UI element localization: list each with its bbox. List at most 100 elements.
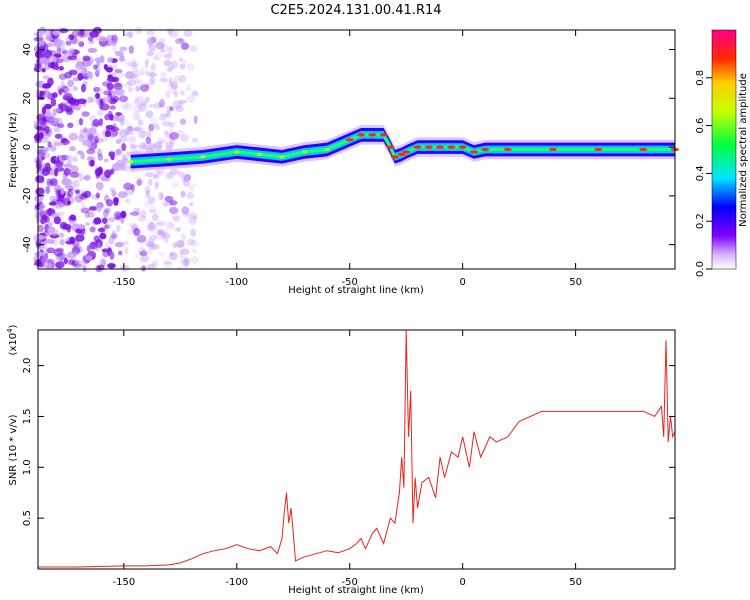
noise-speck	[36, 113, 46, 122]
noise-speck	[179, 38, 184, 43]
snr-y-scale-close: )	[8, 324, 19, 328]
noise-speck	[168, 252, 178, 261]
noise-speck	[45, 186, 50, 194]
noise-speck	[114, 88, 125, 96]
ridge-peak	[234, 150, 240, 154]
noise-speck	[116, 159, 125, 167]
noise-speck	[102, 135, 109, 142]
noise-speck	[150, 243, 160, 250]
noise-speck	[58, 73, 67, 80]
noise-speck	[85, 255, 93, 261]
noise-speck	[80, 207, 91, 214]
noise-speck	[187, 182, 198, 188]
noise-speck	[72, 77, 83, 82]
noise-speck	[118, 73, 125, 79]
noise-speck	[145, 240, 155, 248]
ridge-peak	[368, 133, 377, 137]
noise-speck	[120, 210, 127, 219]
noise-speck	[69, 236, 76, 244]
ridge-peak	[402, 150, 411, 154]
noise-speck	[45, 112, 55, 122]
noise-speck	[140, 247, 147, 254]
y-tick-label: 40	[22, 43, 33, 56]
noise-speck	[139, 84, 150, 92]
noise-speck	[106, 76, 117, 83]
noise-speck	[174, 105, 184, 113]
noise-speck	[128, 61, 138, 68]
noise-speck	[166, 91, 172, 98]
noise-speck	[68, 259, 76, 266]
noise-speck	[108, 236, 115, 245]
noise-speck	[155, 51, 163, 59]
noise-speck	[183, 29, 193, 37]
noise-speck	[45, 129, 53, 137]
noise-speck	[104, 241, 111, 249]
noise-speck	[39, 204, 45, 211]
noise-speck	[120, 53, 125, 62]
noise-speck	[137, 119, 144, 126]
noise-speck	[183, 259, 189, 266]
noise-speck	[115, 138, 122, 145]
noise-speck	[80, 151, 86, 160]
noise-speck	[118, 128, 129, 136]
ridge-peak	[639, 147, 648, 152]
colorbar-tick-label: 0.0	[695, 261, 706, 277]
noise-speck	[134, 126, 143, 132]
noise-speck	[37, 40, 45, 48]
noise-speck	[81, 83, 87, 93]
noise-speck	[173, 74, 181, 84]
noise-speck	[94, 57, 104, 63]
colorbar-gradient	[712, 30, 736, 269]
snr-x-label: Height of straight line (km)	[288, 585, 424, 596]
noise-speck	[79, 228, 86, 236]
noise-speck	[129, 211, 140, 216]
noise-speck	[88, 71, 93, 80]
noise-speck	[41, 121, 46, 127]
noise-speck	[63, 163, 73, 168]
noise-speck	[66, 226, 71, 233]
noise-speck	[134, 98, 140, 105]
noise-speck	[86, 156, 95, 161]
noise-speck	[80, 192, 88, 198]
noise-speck	[53, 141, 63, 146]
noise-speck	[157, 229, 163, 236]
noise-speck	[124, 246, 129, 255]
noise-speck	[84, 174, 91, 179]
noise-speck	[189, 186, 194, 192]
noise-speck	[153, 173, 158, 179]
ridge-peak	[481, 147, 490, 152]
noise-speck	[148, 209, 157, 214]
noise-speck	[140, 65, 149, 72]
noise-speck	[101, 217, 108, 224]
noise-speck	[122, 240, 130, 246]
noise-speck	[138, 130, 147, 139]
noise-speck	[105, 66, 113, 73]
noise-speck	[123, 182, 133, 191]
noise-speck	[169, 251, 175, 257]
noise-speck	[188, 202, 194, 207]
noise-speck	[47, 221, 53, 227]
noise-speck	[102, 209, 109, 218]
noise-speck	[76, 98, 87, 105]
noise-speck	[124, 127, 132, 136]
noise-speck	[41, 106, 46, 115]
noise-speck	[45, 258, 56, 264]
noise-speck	[189, 217, 194, 224]
noise-speck	[41, 68, 46, 73]
noise-speck	[161, 233, 170, 242]
noise-speck	[89, 30, 99, 38]
noise-speck	[177, 101, 185, 107]
ridge-peak	[436, 145, 445, 149]
noise-speck	[128, 222, 138, 229]
noise-speck	[48, 262, 53, 270]
noise-speck	[104, 207, 111, 214]
noise-speck	[34, 120, 44, 126]
noise-speck	[148, 123, 155, 132]
noise-speck	[72, 86, 78, 91]
noise-speck	[50, 61, 55, 69]
noise-speck	[179, 248, 190, 255]
noise-speck	[177, 129, 185, 137]
noise-speck	[59, 221, 68, 230]
noise-speck	[176, 240, 185, 248]
noise-speck	[141, 265, 147, 272]
